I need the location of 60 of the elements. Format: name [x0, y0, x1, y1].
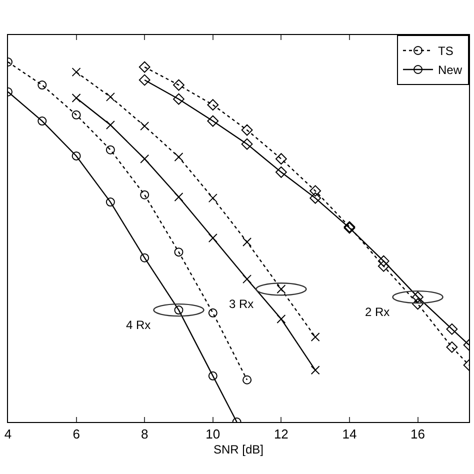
point: [72, 110, 81, 120]
point: [241, 138, 253, 150]
point: [106, 198, 115, 207]
point: [138, 74, 150, 86]
annotation: 2 Rx: [365, 305, 390, 319]
x-tick-label: 16: [410, 426, 426, 442]
point: [106, 145, 115, 154]
point: [140, 154, 150, 164]
annotation: 4 Rx: [126, 318, 151, 332]
point: [242, 375, 252, 384]
point: [38, 80, 47, 90]
point: [207, 115, 219, 127]
point: [106, 92, 115, 102]
point: [378, 260, 390, 272]
point: [208, 371, 218, 380]
point: [138, 61, 150, 73]
point: [173, 79, 184, 91]
x-tick-label: 4: [4, 426, 12, 442]
point: [378, 255, 390, 267]
point: [208, 234, 218, 243]
point: [310, 192, 322, 204]
point: [241, 124, 253, 136]
point: [412, 291, 424, 303]
point: [275, 153, 287, 165]
point: [310, 332, 320, 342]
point: [242, 274, 252, 284]
annotation: 3 Rx: [229, 297, 254, 311]
point: [72, 68, 81, 77]
point: [174, 192, 184, 202]
x-tick-label: 6: [72, 426, 80, 442]
point: [208, 194, 218, 203]
point: [446, 323, 458, 335]
point: [140, 122, 150, 131]
point: [140, 190, 150, 200]
point: [310, 366, 320, 375]
point: [207, 99, 219, 111]
legend-label: New: [438, 63, 462, 78]
x-axis-title: SNR [dB]: [213, 442, 264, 456]
point: [174, 152, 184, 162]
point: [208, 308, 218, 318]
point: [38, 116, 47, 126]
point: [310, 185, 322, 197]
point: [276, 314, 286, 324]
point: [72, 151, 81, 160]
x-tick-label: 10: [206, 426, 220, 442]
x-tick-label: 12: [274, 426, 288, 442]
point: [174, 248, 184, 257]
point: [446, 341, 458, 353]
point: [412, 298, 424, 310]
point: [174, 306, 184, 315]
x-tick-label: 14: [342, 426, 357, 442]
point: [72, 94, 81, 102]
point: [276, 284, 286, 294]
point: [140, 253, 150, 262]
x-tick-label: 8: [140, 426, 148, 442]
point: [173, 93, 184, 105]
point: [106, 120, 115, 130]
point: [275, 166, 287, 178]
point: [242, 238, 252, 246]
legend-label: TS: [438, 44, 454, 58]
